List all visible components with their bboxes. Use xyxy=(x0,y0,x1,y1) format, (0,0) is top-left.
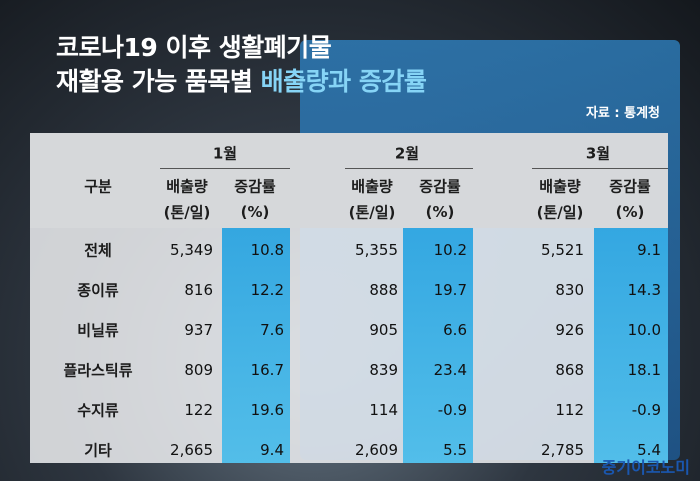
column-header: 증감률 xyxy=(234,177,276,196)
cell: 23.4 xyxy=(433,361,467,379)
column-highlight xyxy=(594,228,668,463)
row-label: 수지류 xyxy=(77,401,119,420)
title-highlight: 배출량과 증감률 xyxy=(260,67,427,96)
cell: 19.7 xyxy=(433,281,467,299)
cell: 905 xyxy=(369,321,398,339)
cell: 816 xyxy=(184,281,213,299)
cell: 2,665 xyxy=(170,441,213,459)
cell: 114 xyxy=(369,401,398,419)
column-header: 증감률 xyxy=(419,177,461,196)
column-highlight xyxy=(403,228,473,463)
cell: 937 xyxy=(184,321,213,339)
column-header: (%) xyxy=(240,203,270,221)
cell: 888 xyxy=(369,281,398,299)
month-header: 3월 xyxy=(585,144,611,163)
row-label: 종이류 xyxy=(77,281,119,300)
month-header: 1월 xyxy=(212,144,238,163)
header-rule xyxy=(345,168,473,169)
cell: 18.1 xyxy=(627,361,661,379)
header-rule xyxy=(532,168,668,169)
column-header: 배출량 xyxy=(351,177,393,196)
cell: 809 xyxy=(184,361,213,379)
title: 재활용 가능 품목별 배출량과 증감률 xyxy=(56,62,427,98)
cell: 6.6 xyxy=(443,321,467,339)
row-label: 플라스틱류 xyxy=(63,361,133,380)
column-header: 배출량 xyxy=(539,177,581,196)
cell: 839 xyxy=(369,361,398,379)
cell: 868 xyxy=(555,361,584,379)
column-header: (%) xyxy=(425,203,455,221)
title-text: 재활용 가능 품목별 xyxy=(56,67,253,96)
cell: 830 xyxy=(555,281,584,299)
cell: 7.6 xyxy=(260,321,284,339)
column-header: 증감률 xyxy=(609,177,651,196)
cell: 112 xyxy=(555,401,584,419)
cell: 9.1 xyxy=(637,241,661,259)
column-header: (톤/일) xyxy=(348,203,396,222)
cell: 2,609 xyxy=(355,441,398,459)
cell: 5,355 xyxy=(355,241,398,259)
cell: 122 xyxy=(184,401,213,419)
row-label: 기타 xyxy=(84,441,112,460)
cell: 5.4 xyxy=(637,441,661,459)
cell: 19.6 xyxy=(250,401,284,419)
cell: 12.2 xyxy=(250,281,284,299)
cell: 2,785 xyxy=(541,441,584,459)
column-highlight xyxy=(222,228,290,463)
row-label: 전체 xyxy=(84,241,112,260)
column-header: (%) xyxy=(615,203,645,221)
title: 코로나19 이후 생활폐기물 xyxy=(56,33,332,62)
cell: 16.7 xyxy=(250,361,284,379)
header-rule xyxy=(160,168,290,169)
column-header: (톤/일) xyxy=(536,203,584,222)
cell: 10.2 xyxy=(433,241,467,259)
source: 자료 : 통계청 xyxy=(585,106,660,121)
cell: 10.0 xyxy=(627,321,661,339)
cell: 14.3 xyxy=(627,281,661,299)
column-header: 배출량 xyxy=(166,177,208,196)
cell: -0.9 xyxy=(437,401,467,419)
row-label: 비닐류 xyxy=(77,321,119,340)
cell: -0.9 xyxy=(631,401,661,419)
cell: 5,521 xyxy=(541,241,584,259)
row-header: 구분 xyxy=(84,177,112,196)
month-header: 2월 xyxy=(394,144,420,163)
cell: 5.5 xyxy=(443,441,467,459)
cell: 9.4 xyxy=(260,441,284,459)
brand: 중기이코노미 xyxy=(601,458,690,477)
cell: 10.8 xyxy=(250,241,284,259)
table-header-bg xyxy=(30,133,668,228)
cell: 926 xyxy=(555,321,584,339)
cell: 5,349 xyxy=(170,241,213,259)
column-header: (톤/일) xyxy=(163,203,211,222)
